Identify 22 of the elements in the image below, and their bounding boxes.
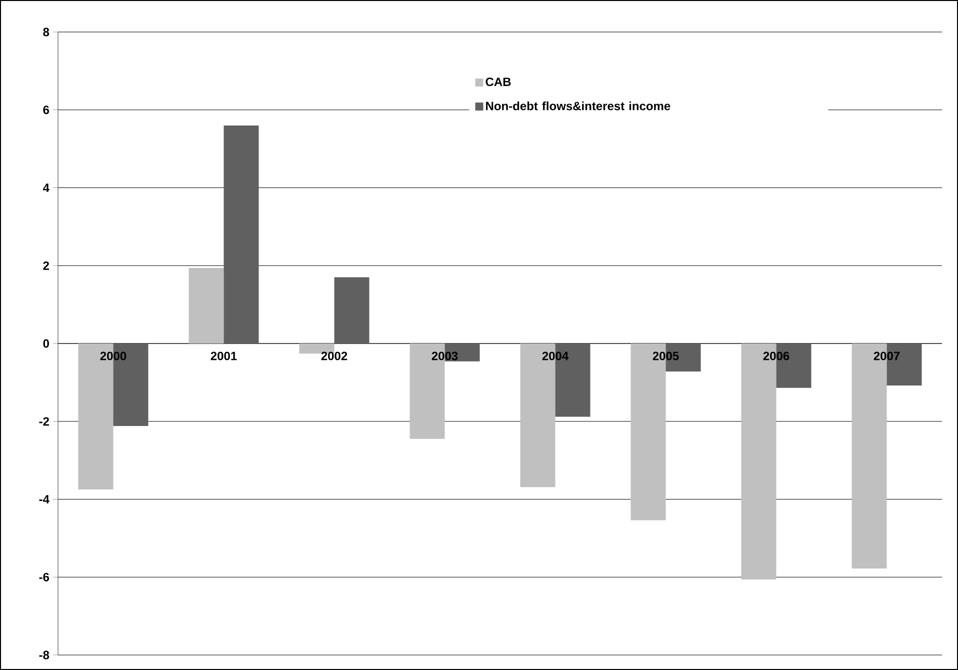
x-tick-label: 2007 [874, 352, 900, 360]
y-tick-label: 0 [43, 339, 49, 348]
bar [188, 268, 224, 344]
y-tick-label: 8 [43, 28, 50, 36]
bar [224, 125, 259, 344]
y-tick-label: 6 [43, 106, 50, 114]
legend-label: Non-debt flows&interest income [486, 101, 670, 110]
x-tick-label: 2001 [210, 352, 237, 360]
bar [334, 277, 370, 344]
y-tick-label: -4 [39, 495, 50, 504]
y-tick-label: -2 [39, 417, 49, 426]
y-tick-label: 2 [43, 261, 49, 270]
x-tick-label: 2002 [321, 352, 348, 360]
x-tick-label: 2003 [432, 352, 458, 360]
x-tick-label: 2006 [763, 352, 790, 360]
x-tick-label: 2000 [100, 352, 126, 360]
y-tick-label: -6 [39, 572, 50, 582]
x-tick-label: 2005 [652, 352, 679, 360]
y-tick-label: -8 [39, 650, 50, 660]
y-tick-label: 4 [42, 184, 50, 192]
x-tick-label: 2004 [542, 352, 569, 360]
legend-label: CAB [486, 78, 511, 86]
